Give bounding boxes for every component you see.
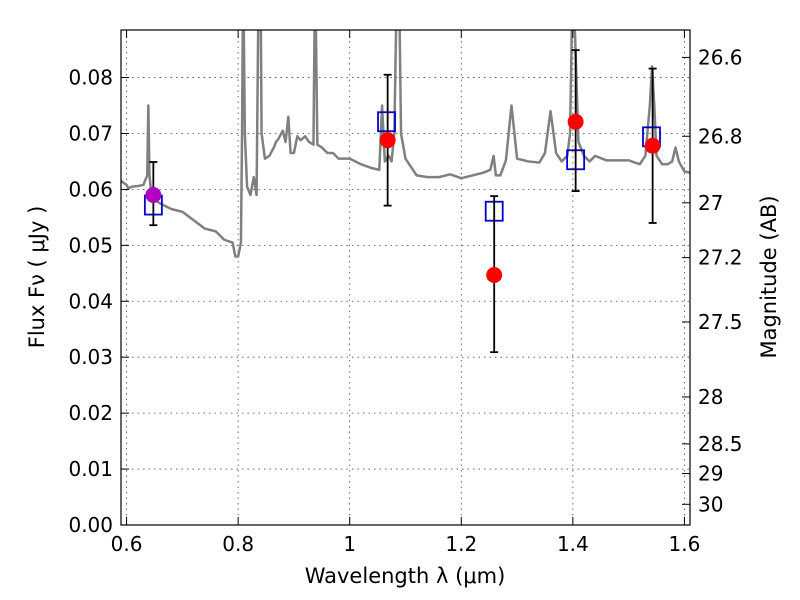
y-tick-label: 0.02 (68, 401, 113, 425)
right-tick-label: 26.6 (698, 45, 743, 69)
observed-point (644, 137, 661, 154)
x-tick-label: 0.8 (222, 532, 254, 556)
axis-ticks: 0.6 0.8 1 1.2 1.4 1.6 0.00 0.01 0.02 0.03 0.04 0.05… (68, 30, 743, 556)
y-tick-label: 0.04 (68, 289, 113, 313)
y-axis-right-label: Magnitude (AB) (757, 195, 781, 358)
y-axis-label: Flux Fν ( μJy ) (25, 206, 49, 349)
observed-point (379, 132, 396, 149)
observed-point (567, 113, 584, 130)
x-tick-label: 1.2 (445, 532, 477, 556)
x-tick-label: 1.4 (557, 532, 589, 556)
right-tick-label: 27.5 (698, 310, 743, 334)
plot-area (121, 30, 690, 354)
right-tick-label: 28 (698, 385, 723, 409)
y-tick-label: 0.08 (68, 66, 113, 90)
spectrum-line (121, 30, 690, 258)
x-axis-label: Wavelength λ (μm) (305, 564, 506, 588)
right-tick-label: 30 (698, 492, 723, 516)
y-tick-label: 0.05 (68, 233, 113, 257)
x-tick-label: 0.6 (111, 532, 143, 556)
y-tick-label: 0.01 (68, 457, 113, 481)
y-tick-label: 0.03 (68, 345, 113, 369)
y-tick-label: 0.00 (68, 513, 113, 537)
model-square-marker (377, 111, 396, 133)
right-tick-label: 29 (698, 462, 723, 486)
x-tick-label: 1 (343, 532, 356, 556)
plot-frame (120, 29, 691, 526)
observed-point (145, 187, 162, 203)
right-tick-label: 27 (698, 191, 723, 215)
grid-lines (121, 30, 690, 526)
right-tick-label: 27.2 (698, 246, 743, 270)
right-tick-label: 28.5 (698, 432, 743, 456)
y-tick-label: 0.06 (68, 177, 113, 201)
observed-point (486, 266, 503, 283)
right-tick-label: 26.8 (698, 124, 743, 148)
x-tick-label: 1.6 (669, 532, 701, 556)
y-tick-label: 0.07 (68, 121, 113, 145)
